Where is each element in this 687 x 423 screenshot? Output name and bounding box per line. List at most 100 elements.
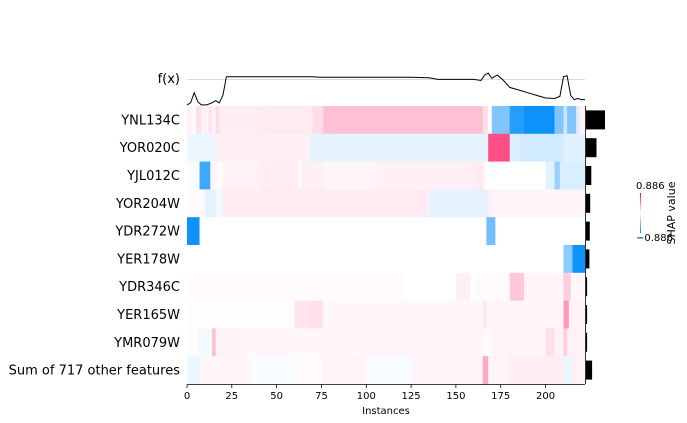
heatmap-cell: [197, 328, 213, 357]
heatmap-cell: [222, 161, 260, 190]
heatmap-cell: [215, 106, 220, 135]
heatmap-cell: [199, 356, 224, 385]
importance-bar: [586, 305, 588, 324]
x-tick-label: 150: [446, 391, 465, 402]
heatmap-cell: [509, 356, 564, 385]
feature-label: YOR204W: [115, 197, 180, 212]
heatmap-cell: [473, 272, 511, 301]
heatmap-cell: [491, 189, 586, 218]
feature-label: YDR346C: [118, 280, 180, 295]
fx-panel: f(x): [158, 72, 585, 106]
heatmap-cell: [473, 161, 485, 190]
heatmap-cell: [240, 133, 310, 162]
heatmap-cell: [524, 106, 555, 135]
heatmap-cell: [554, 161, 561, 190]
heatmap-cell: [570, 272, 586, 301]
heatmap-cell: [482, 328, 493, 357]
heatmap-cell: [559, 161, 586, 190]
heatmap-cell: [294, 356, 322, 385]
heatmap-cell: [482, 300, 487, 329]
colorbar: 0.886 −0.886 SHAP value: [636, 181, 678, 244]
heatmap-cell: [201, 106, 209, 135]
heatmap-cell: [377, 161, 475, 190]
heatmap-cell: [563, 272, 571, 301]
heatmap-cell: [491, 106, 510, 135]
heatmap-cell: [323, 106, 484, 135]
heatmap-cell: [187, 300, 295, 329]
heatmap-cell: [491, 328, 546, 357]
feature-label: YMR079W: [113, 336, 180, 351]
heatmap-cell: [222, 356, 251, 385]
x-tick-label: 0: [184, 391, 190, 402]
heatmap-cell: [199, 161, 211, 190]
heatmap-cell: [579, 106, 586, 135]
heatmap-cell: [429, 189, 489, 218]
x-axis-label: Instances: [362, 406, 410, 417]
x-ticks: 0 25 50 75 100 125 150 175 200: [184, 384, 555, 402]
feature-label: YER165W: [116, 308, 180, 323]
x-tick-label: 125: [402, 391, 421, 402]
colorbar-strip: [640, 193, 641, 233]
heatmap-cell: [249, 356, 295, 385]
heatmap-cell: [486, 217, 496, 246]
heatmap-cell: [204, 189, 216, 218]
importance-bar: [586, 110, 605, 130]
heatmap-cell: [524, 272, 564, 301]
heatmap-cell: [563, 356, 573, 385]
heatmap-cell: [222, 189, 430, 218]
heatmap-cell: [294, 300, 310, 329]
heatmap-cells: [187, 106, 586, 385]
importance-bar: [586, 166, 592, 185]
heatmap-cell: [563, 300, 570, 329]
heatmap-cell: [568, 300, 586, 329]
x-tick-label: 200: [536, 391, 555, 402]
feature-label: YNL134C: [120, 113, 180, 128]
importance-bar: [586, 138, 597, 158]
heatmap-cell: [572, 245, 586, 274]
x-tick-label: 25: [225, 391, 238, 402]
heatmap-cell: [215, 133, 242, 162]
heatmap-cell: [212, 106, 216, 135]
heatmap-cell: [455, 272, 471, 301]
importance-bar: [586, 277, 588, 297]
heatmap-cell: [187, 272, 403, 301]
heatmap-cell: [187, 106, 193, 135]
heatmap-cell: [219, 106, 260, 135]
importance-bars: [586, 110, 605, 380]
heatmap-cell: [199, 217, 487, 246]
heatmap-cell: [212, 328, 216, 357]
x-tick-label: 50: [270, 391, 283, 402]
feature-label: YJL012C: [126, 169, 180, 184]
heatmap-cell: [258, 161, 299, 190]
heatmap-cell: [563, 328, 568, 357]
heatmap-cell: [486, 300, 564, 329]
colorbar-min-label: −0.886: [636, 233, 673, 244]
heatmap-cell: [520, 133, 564, 162]
heatmap-cell: [545, 161, 555, 190]
heatmap-cell: [567, 106, 577, 135]
heatmap-cell: [187, 328, 199, 357]
heatmap-cell: [495, 217, 586, 246]
x-tick-label: 75: [315, 391, 328, 402]
heatmap-cell: [488, 133, 510, 162]
heatmap-cell: [488, 189, 493, 218]
heatmap-cell: [321, 356, 367, 385]
heatmap-cell: [402, 272, 457, 301]
heatmap-cell: [509, 133, 521, 162]
feature-label: YOR020C: [119, 141, 180, 156]
heatmap-cell: [187, 189, 206, 218]
colorbar-title: SHAP value: [665, 181, 678, 244]
heatmap-cell: [187, 245, 564, 274]
heatmap-cell: [187, 217, 200, 246]
heatmap-cell: [215, 161, 224, 190]
heatmap-cell: [210, 161, 216, 190]
heatmap-cell: [323, 161, 378, 190]
x-tick-label: 100: [357, 391, 376, 402]
heatmap-cell: [509, 106, 525, 135]
heatmap-cell: [545, 328, 555, 357]
heatmap-cell: [482, 356, 489, 385]
heatmap-cell: [187, 133, 216, 162]
heatmap-cell: [298, 161, 303, 190]
